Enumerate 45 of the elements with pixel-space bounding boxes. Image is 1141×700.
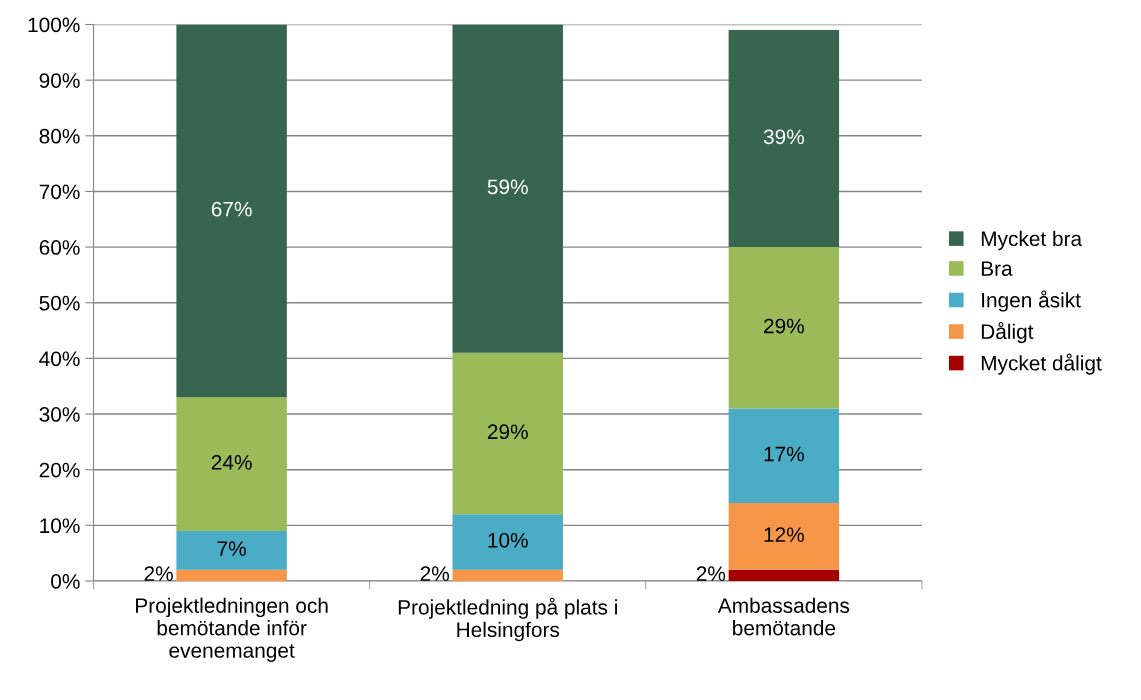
bar	[728, 408, 840, 504]
bar	[728, 247, 840, 409]
y-tick-label: 40%	[39, 351, 80, 367]
y-tick-label: 50%	[39, 295, 80, 311]
data-label: 59%	[487, 179, 528, 195]
bar	[452, 24, 563, 353]
bar	[728, 30, 840, 248]
y-tick-label: 70%	[39, 184, 80, 200]
bar	[176, 397, 287, 531]
y-tick-label: 90%	[39, 73, 80, 88]
data-label: 2%	[420, 566, 450, 581]
data-label: 10%	[488, 532, 528, 548]
bar	[452, 514, 563, 570]
bar	[452, 569, 563, 581]
bar	[176, 24, 287, 398]
bar	[176, 530, 287, 570]
legend-label: Ingen åsikt	[982, 290, 1081, 312]
legend-label: Bra	[981, 261, 1013, 276]
data-label: 24%	[211, 454, 252, 470]
y-tick-label: 20%	[39, 462, 80, 478]
x-tick-label: Projektledning på plats i Helsingfors	[398, 597, 617, 642]
legend-label: Dåligt	[981, 322, 1034, 344]
x-tick-label: Projektledningen och bemötande inför evenemanget	[136, 597, 328, 662]
data-label: 29%	[487, 424, 528, 440]
legend-label: Mycket bra	[981, 230, 1083, 251]
bar	[176, 569, 287, 581]
y-tick-label: 60%	[39, 240, 80, 255]
data-label: 2%	[144, 566, 173, 581]
y-tick-label: 0%	[51, 574, 80, 589]
y-tick-label: 80%	[39, 128, 80, 144]
bar	[728, 569, 840, 581]
y-tick-label: 30%	[39, 407, 80, 422]
x-tick-label: Ambassadens bemötande	[717, 597, 850, 636]
data-label: 17%	[764, 446, 804, 462]
data-label: 67%	[211, 201, 252, 217]
data-label: 12%	[764, 527, 804, 542]
data-label: 29%	[764, 318, 804, 334]
data-label: 39%	[763, 129, 804, 145]
bar	[728, 503, 840, 570]
data-label: 2%	[696, 566, 726, 581]
bar	[452, 352, 563, 515]
y-tick-label: 100%	[28, 17, 80, 33]
legend-label: Mycket dåligt	[981, 353, 1102, 375]
y-tick-label: 10%	[40, 518, 80, 534]
data-label: 7%	[217, 541, 246, 556]
